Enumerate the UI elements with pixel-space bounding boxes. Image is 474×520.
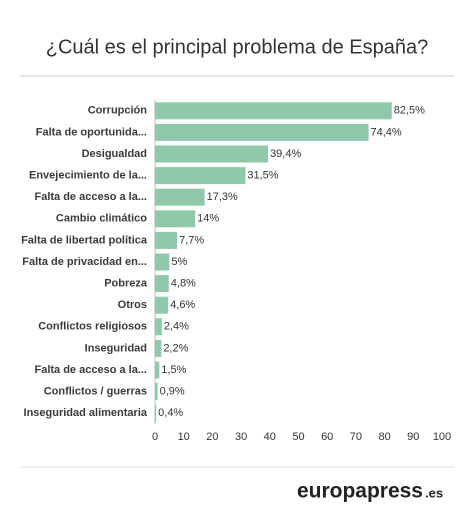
x-tick-label: 40 [264, 431, 276, 443]
bar [155, 188, 205, 206]
bar [155, 404, 157, 422]
x-tick-label: 50 [292, 431, 304, 443]
value-label: 31,5% [247, 170, 278, 182]
value-label: 2,2% [163, 342, 188, 354]
bar [155, 123, 369, 141]
value-label: 17,3% [207, 191, 238, 203]
category-label: Falta de acceso a la... [34, 191, 147, 203]
brand: europapress [297, 480, 423, 503]
x-tick-label: 0 [152, 431, 158, 443]
value-label: 4,8% [171, 278, 196, 290]
category-label: Inseguridad [85, 342, 147, 354]
bar [155, 383, 158, 401]
chart-title: ¿Cuál es el principal problema de España… [46, 36, 428, 58]
category-label: Inseguridad alimentaria [24, 407, 148, 419]
category-label: Falta de oportunida... [36, 126, 147, 138]
bar [155, 102, 392, 120]
category-label: Falta de acceso a la... [34, 364, 147, 376]
bar [155, 231, 178, 249]
category-label: Falta de privacidad en... [22, 256, 147, 268]
x-tick-label: 90 [407, 431, 419, 443]
bar [155, 275, 169, 293]
bar [155, 210, 196, 228]
bar [155, 361, 160, 379]
bar [155, 145, 269, 163]
value-label: 74,4% [371, 126, 402, 138]
category-label: Otros [118, 299, 147, 311]
x-tick-label: 20 [206, 431, 218, 443]
bar [155, 167, 246, 185]
category-label: Envejecimiento de la... [29, 170, 147, 182]
x-tick-label: 100 [433, 431, 451, 443]
category-label: Desigualdad [82, 148, 147, 160]
bar [155, 318, 162, 336]
value-label: 5% [171, 256, 187, 268]
category-label: Cambio climático [56, 213, 147, 225]
value-label: 7,7% [179, 234, 204, 246]
x-tick-label: 80 [378, 431, 390, 443]
category-label: Falta de libertad política [21, 234, 148, 246]
value-label: 39,4% [270, 148, 301, 160]
brand-suffix: .es [425, 485, 443, 500]
bar [155, 253, 170, 271]
value-label: 4,6% [170, 299, 195, 311]
value-label: 2,4% [164, 321, 189, 333]
x-tick-label: 70 [350, 431, 362, 443]
category-label: Corrupción [88, 105, 148, 117]
value-label: 0,9% [160, 386, 185, 398]
category-label: Conflictos / guerras [44, 386, 147, 398]
category-label: Pobreza [104, 278, 148, 290]
bar [155, 339, 162, 357]
bar [155, 296, 169, 314]
value-label: 1,5% [161, 364, 186, 376]
x-tick-label: 30 [235, 431, 247, 443]
x-tick-label: 60 [321, 431, 333, 443]
value-label: 14% [197, 213, 219, 225]
category-label: Conflictos religiosos [38, 321, 147, 333]
x-tick-label: 10 [178, 431, 190, 443]
value-label: 82,5% [394, 105, 425, 117]
value-label: 0,4% [158, 407, 183, 419]
